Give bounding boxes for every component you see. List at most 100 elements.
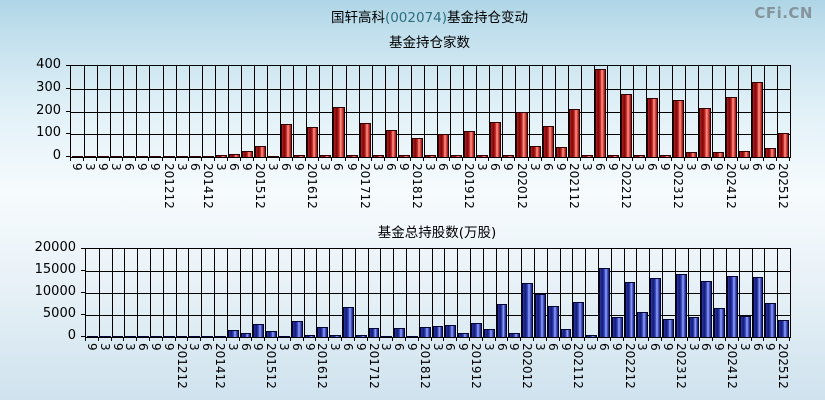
x-axis-tick bbox=[507, 337, 509, 341]
x-tick-label: 6 bbox=[645, 163, 660, 171]
x-axis-tick bbox=[671, 157, 673, 161]
bar bbox=[581, 155, 593, 157]
title-suffix: 基金持仓变动 bbox=[447, 10, 529, 26]
x-tick-label: 3 bbox=[225, 343, 240, 351]
bar bbox=[419, 327, 431, 337]
x-tick-label: 9 bbox=[507, 343, 522, 351]
x-axis-tick bbox=[684, 157, 686, 161]
bar bbox=[509, 333, 521, 337]
x-tick-label: 9 bbox=[404, 343, 419, 351]
x-axis-tick bbox=[174, 337, 176, 341]
bar bbox=[294, 155, 306, 157]
x-axis-tick bbox=[584, 337, 586, 341]
bar bbox=[125, 335, 137, 337]
x-tick-label: 9 bbox=[606, 163, 621, 171]
x-axis-tick bbox=[750, 337, 752, 341]
x-tick-label: 3 bbox=[276, 343, 291, 351]
x-tick-label: 6 bbox=[540, 163, 555, 171]
y-tick-label: 300 bbox=[36, 79, 61, 95]
bar bbox=[111, 155, 123, 157]
bar bbox=[464, 131, 476, 157]
bar bbox=[568, 109, 580, 157]
x-axis-tick bbox=[443, 337, 445, 341]
bar bbox=[673, 100, 685, 157]
x-tick-label: 6 bbox=[592, 163, 607, 171]
x-tick-label: 202212 bbox=[622, 343, 637, 389]
bar bbox=[535, 294, 546, 337]
bar bbox=[255, 145, 267, 157]
bar bbox=[307, 127, 319, 157]
bar bbox=[253, 324, 265, 337]
x-axis-tick bbox=[239, 157, 241, 161]
x-axis-tick bbox=[540, 157, 542, 161]
x-axis-tick bbox=[789, 337, 790, 341]
x-tick-label: 6 bbox=[187, 163, 202, 171]
bar bbox=[739, 315, 751, 337]
cfi-cn-logo: CFi.CN bbox=[754, 4, 813, 22]
x-axis-tick bbox=[710, 157, 712, 161]
x-axis-tick bbox=[619, 157, 621, 161]
x-tick-label: 9 bbox=[292, 163, 307, 171]
bar bbox=[432, 325, 444, 337]
x-tick-label: 3 bbox=[109, 163, 124, 171]
y-axis-tick bbox=[81, 336, 86, 337]
x-axis-tick bbox=[174, 157, 176, 161]
x-axis-tick bbox=[456, 337, 458, 341]
x-axis-tick bbox=[501, 157, 503, 161]
x-axis-tick bbox=[405, 337, 406, 341]
x-axis-tick bbox=[736, 157, 738, 161]
x-tick-label: 6 bbox=[648, 343, 663, 351]
bar bbox=[586, 335, 597, 337]
x-axis-tick bbox=[579, 157, 581, 161]
x-tick-label: 6 bbox=[494, 343, 509, 351]
fund-shares-chart: 0 5000 10000 15000 20000 9 3 9 3 6 9 9 201212 3 6 20141… bbox=[0, 240, 825, 398]
x-axis-tick bbox=[763, 337, 765, 341]
x-tick-label: 6 bbox=[697, 163, 712, 171]
x-axis-tick bbox=[622, 337, 624, 341]
bar bbox=[215, 154, 227, 157]
bar bbox=[496, 303, 508, 337]
x-tick-label: 3 bbox=[370, 163, 385, 171]
x-axis-tick bbox=[392, 337, 394, 341]
x-axis-tick bbox=[789, 157, 790, 161]
x-axis-tick bbox=[635, 337, 637, 341]
y-axis-tick bbox=[66, 87, 71, 89]
x-axis-tick bbox=[289, 337, 291, 341]
x-tick-label: 201712 bbox=[357, 163, 372, 209]
x-tick-label: 202512 bbox=[776, 343, 791, 389]
bar bbox=[777, 133, 789, 157]
x-axis-tick bbox=[514, 157, 516, 161]
x-tick-label: 3 bbox=[686, 343, 701, 351]
bar bbox=[151, 335, 162, 337]
x-tick-label: 9 bbox=[762, 163, 777, 171]
title-stock-name: 国轩高科 bbox=[330, 10, 385, 26]
x-tick-label: 9 bbox=[70, 163, 85, 171]
x-tick-label: 6 bbox=[750, 343, 765, 351]
x-tick-label: 6 bbox=[238, 343, 253, 351]
x-axis-tick bbox=[213, 157, 215, 161]
x-axis-tick bbox=[328, 337, 330, 341]
bar bbox=[330, 334, 341, 337]
x-tick-label: 6 bbox=[289, 343, 304, 351]
x-tick-label: 3 bbox=[328, 343, 343, 351]
x-tick-label: 3 bbox=[481, 343, 496, 351]
h-gridline bbox=[86, 293, 790, 294]
x-axis-tick bbox=[122, 157, 124, 161]
x-axis-tick bbox=[462, 157, 464, 161]
x-axis-tick bbox=[553, 157, 555, 161]
x-axis-tick bbox=[200, 157, 202, 161]
x-axis-tick bbox=[545, 337, 547, 341]
x-axis-tick bbox=[305, 157, 307, 161]
x-tick-label: 3 bbox=[737, 343, 752, 351]
x-tick-label: 201212 bbox=[161, 163, 176, 209]
x-axis-tick bbox=[592, 157, 594, 161]
bar bbox=[701, 281, 713, 337]
x-axis-tick bbox=[699, 337, 701, 341]
x-axis-tick bbox=[469, 337, 470, 341]
fund-count-chart: 0 100 200 300 400 9 3 9 3 6 9 9 201212 3 6 201412 3 6 9 201… bbox=[0, 57, 825, 255]
x-tick-label: 6 bbox=[331, 163, 346, 171]
x-tick-label: 201912 bbox=[468, 343, 483, 389]
x-axis-tick bbox=[109, 157, 111, 161]
x-tick-label: 3 bbox=[423, 163, 437, 171]
bar bbox=[385, 129, 397, 157]
